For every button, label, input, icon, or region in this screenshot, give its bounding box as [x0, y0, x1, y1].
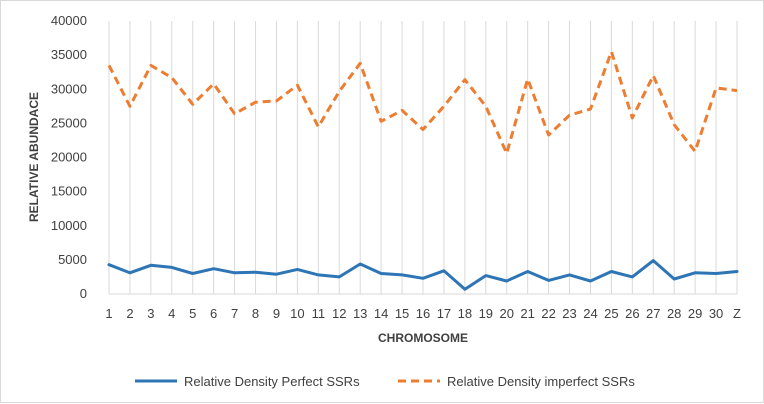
y-tick-label: 25000 [51, 115, 87, 130]
x-tick-label: 29 [688, 306, 702, 321]
y-tick-labels: 0 5000 10000 15000 20000 25000 30000 35000 40000 [51, 13, 87, 301]
legend-label: Relative Density imperfect SSRs [447, 374, 635, 389]
gridlines [109, 21, 737, 294]
y-tick-label: 10000 [51, 218, 87, 233]
x-tick-label: 23 [562, 306, 576, 321]
x-tick-label: 15 [395, 306, 409, 321]
y-tick-label: 15000 [51, 184, 87, 199]
x-tick-label: 1 [105, 306, 112, 321]
x-tick-label: 30 [709, 306, 723, 321]
x-tick-label: 11 [312, 306, 326, 321]
x-tick-label: 8 [252, 306, 259, 321]
y-axis-title: RELATIVE ABUNDACE [27, 92, 41, 222]
x-tick-label: 28 [667, 306, 681, 321]
y-tick-label: 0 [80, 286, 87, 301]
x-tick-label: 5 [189, 306, 196, 321]
x-tick-label: 24 [583, 306, 597, 321]
x-tick-label: 18 [458, 306, 472, 321]
x-tick-label: 13 [353, 306, 367, 321]
y-tick-label: 30000 [51, 81, 87, 96]
x-tick-label: 22 [541, 306, 555, 321]
x-tick-label: 27 [646, 306, 660, 321]
x-tick-label: 10 [290, 306, 304, 321]
x-tick-label: 9 [273, 306, 280, 321]
x-tick-label: 12 [332, 306, 346, 321]
x-tick-label: 14 [374, 306, 388, 321]
y-tick-label: 20000 [51, 150, 87, 165]
x-tick-label: 3 [147, 306, 154, 321]
x-tick-label: 16 [416, 306, 430, 321]
x-tick-label: 21 [520, 306, 534, 321]
x-tick-label: 26 [625, 306, 639, 321]
x-tick-label: 4 [168, 306, 175, 321]
y-tick-label: 5000 [58, 252, 87, 267]
x-tick-label: 19 [479, 306, 493, 321]
x-tick-label: 7 [231, 306, 238, 321]
x-tick-label: 2 [126, 306, 133, 321]
x-tick-label: 6 [210, 306, 217, 321]
y-tick-label: 35000 [51, 47, 87, 62]
x-axis-title: CHROMOSOME [378, 331, 468, 345]
x-tick-label: 25 [604, 306, 618, 321]
legend-label: Relative Density Perfect SSRs [184, 374, 360, 389]
x-tick-label: 17 [437, 306, 451, 321]
x-tick-label: 20 [499, 306, 513, 321]
legend: Relative Density Perfect SSRs Relative De… [135, 374, 635, 389]
x-tick-label: Z [733, 306, 741, 321]
y-tick-label: 40000 [51, 13, 87, 28]
